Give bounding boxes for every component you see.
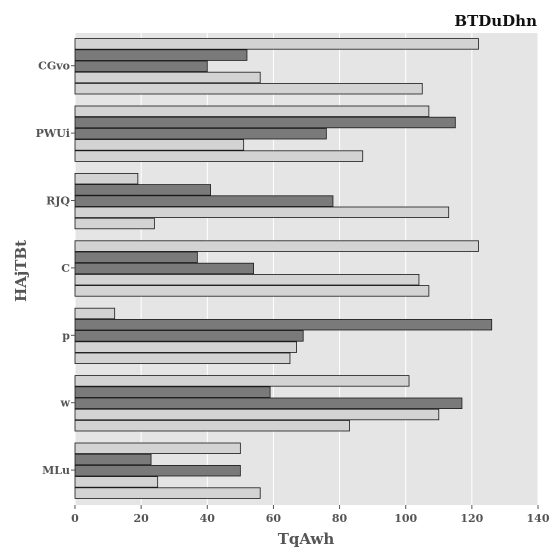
bar bbox=[74, 172, 139, 185]
bar bbox=[74, 49, 248, 61]
bar bbox=[74, 240, 479, 252]
x-axis-title: TqAwh bbox=[278, 530, 335, 548]
bar bbox=[74, 352, 291, 365]
bar bbox=[74, 318, 493, 331]
bar bbox=[74, 330, 304, 342]
bars bbox=[74, 38, 493, 499]
bar bbox=[74, 127, 327, 140]
x-tick-label: 140 bbox=[527, 512, 550, 525]
bar bbox=[74, 476, 159, 488]
bar bbox=[74, 262, 254, 275]
bar bbox=[74, 453, 152, 466]
bar bbox=[74, 273, 420, 286]
bar bbox=[74, 307, 116, 320]
bar bbox=[74, 408, 440, 421]
bar bbox=[74, 139, 245, 151]
bar bbox=[74, 442, 241, 455]
bar bbox=[74, 83, 423, 95]
x-tick-label: 60 bbox=[266, 512, 282, 525]
bar bbox=[74, 397, 463, 410]
bar bbox=[74, 285, 430, 297]
y-axis-title: HAjTBt bbox=[12, 240, 30, 302]
bar bbox=[74, 341, 297, 353]
bar bbox=[74, 71, 261, 84]
bar bbox=[74, 487, 261, 499]
bar bbox=[74, 60, 208, 73]
y-tick-label: C bbox=[61, 262, 70, 275]
x-tick-label: 20 bbox=[133, 512, 149, 525]
y-axis-ticks: CGvo PWUi RJQ Cp w MLu bbox=[36, 60, 75, 477]
bar bbox=[74, 105, 430, 118]
y-tick-label: PWUi bbox=[36, 127, 70, 140]
y-tick-label: MLu bbox=[42, 464, 70, 477]
x-axis-ticks: 0 20 40 60 80 100 120 140 bbox=[71, 505, 550, 525]
bar bbox=[74, 184, 211, 196]
y-tick-label: CGvo bbox=[38, 60, 70, 73]
bar bbox=[74, 195, 334, 207]
x-tick-label: 100 bbox=[394, 512, 417, 525]
bar bbox=[74, 38, 479, 50]
bar bbox=[74, 150, 364, 162]
x-tick-label: 40 bbox=[200, 512, 216, 525]
bar bbox=[74, 251, 198, 264]
bar bbox=[74, 375, 410, 387]
x-tick-label: 80 bbox=[332, 512, 348, 525]
x-tick-label: 120 bbox=[460, 512, 483, 525]
y-tick-label: p bbox=[62, 329, 70, 342]
bar bbox=[74, 116, 456, 129]
y-tick-label: w bbox=[60, 397, 71, 410]
chart-title: BTDuDhn bbox=[454, 12, 537, 30]
bar bbox=[74, 386, 271, 398]
bar bbox=[74, 419, 350, 432]
x-tick-label: 0 bbox=[71, 512, 79, 525]
bar bbox=[74, 217, 155, 230]
bar bbox=[74, 464, 241, 477]
bar bbox=[74, 206, 450, 219]
y-tick-label: RJQ bbox=[46, 195, 70, 208]
